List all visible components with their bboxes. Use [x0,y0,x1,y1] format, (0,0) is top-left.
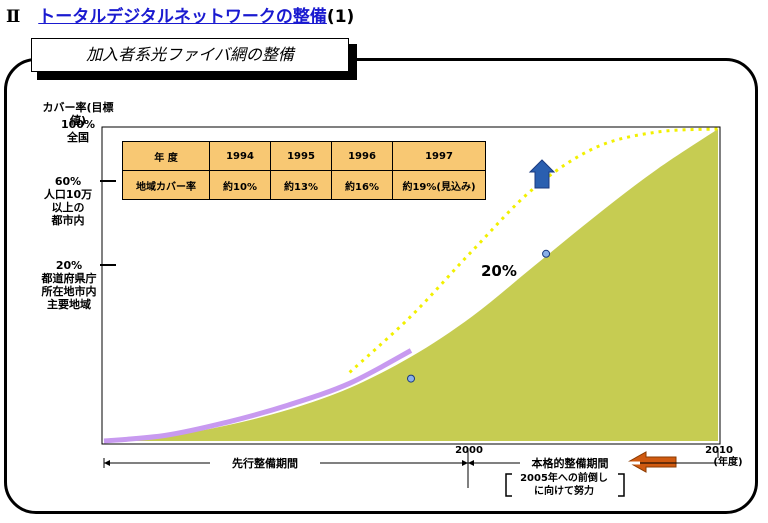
section-number: Ⅱ [6,7,21,27]
marker-20-label: 20% [481,262,517,280]
table-cell: 約16% [331,170,393,200]
left-arrow [626,451,677,473]
actual-line-series [103,348,413,444]
coverage-table: 年 度 1994 1995 1996 1997 地域カバー率 約10% 約13%… [122,141,486,200]
heading-suffix: (1) [326,7,355,27]
period-advance-label: 先行整備期間 [210,457,320,470]
up-arrow [528,159,556,189]
table-cell: 約10% [209,170,271,200]
content-frame [4,58,758,514]
subtitle-text: 加入者系光ファイバ網の整備 [86,45,294,64]
label-100: 100% 全国 [61,118,95,144]
heading-title-link[interactable]: トータルデジタルネットワークの整備 [38,7,327,27]
table-cell: 1994 [209,141,271,171]
target-dotted-series [348,127,719,374]
x-tick-2010: 2010 [705,445,733,456]
table-cell: 1995 [270,141,332,171]
subtitle-box: 加入者系光ファイバ網の整備 [31,38,349,72]
table-cell: 約13% [270,170,332,200]
table-header-year: 年 度 [122,141,210,171]
note-text: 2005年への前倒し に向けて努力 [520,473,608,497]
table-cell: 1997 [392,141,486,171]
table-cell: 約19%(見込み) [392,170,486,200]
label-60: 60% 人口10万 以上の 都市内 [43,175,93,227]
note-bracket-right [618,473,625,497]
y-axis-title: カバー率(目標値) [42,101,114,127]
period-full-label: 本格的整備期間 [520,457,620,470]
table-row: 地域カバー率 約10% 約13% 約16% 約19%(見込み) [122,170,486,200]
note-bracket-left [505,473,512,497]
x-axis-unit: (年度) [713,457,743,468]
x-tick-2000: 2000 [455,445,483,456]
table-cell: 1996 [331,141,393,171]
table-row: 年 度 1994 1995 1996 1997 [122,141,486,171]
page-heading: Ⅱ トータルデジタルネットワークの整備(1) [6,2,354,27]
chart-marker-2 [542,249,551,258]
label-20: 20% 都道府県庁 所在地市内 主要地域 [41,259,97,311]
area-series [104,129,718,441]
table-header-coverage: 地域カバー率 [122,170,210,200]
chart-marker-1 [407,374,415,383]
